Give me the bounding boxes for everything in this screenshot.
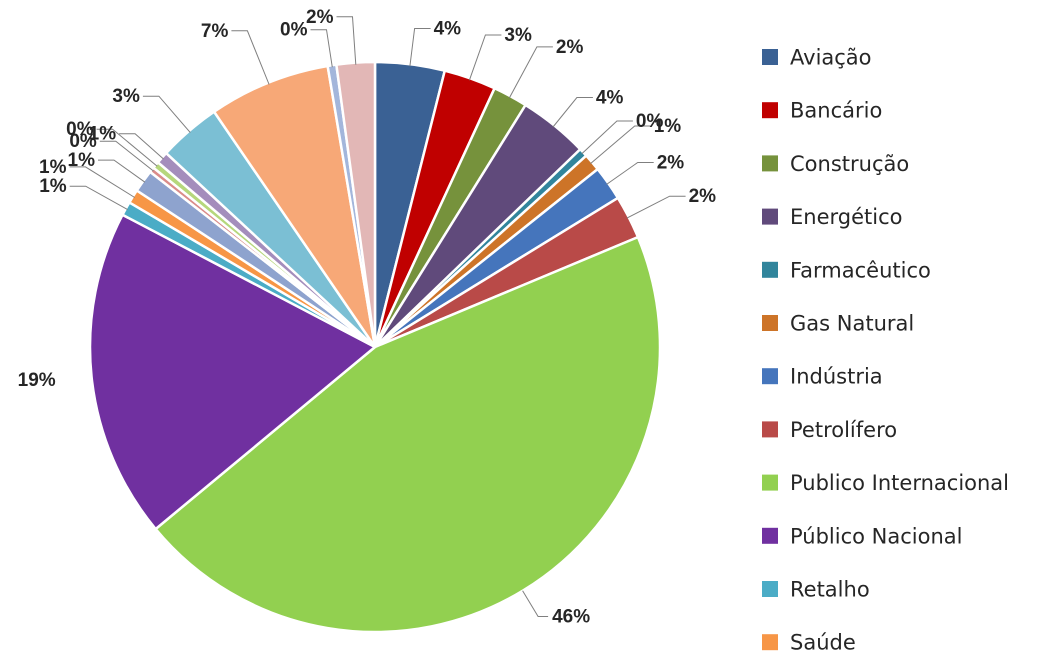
data-label: 46% — [552, 607, 590, 628]
leader-line — [231, 30, 270, 85]
leader-line — [409, 28, 431, 67]
leader-lines — [69, 16, 686, 617]
data-label: 3% — [504, 25, 532, 46]
leader-line — [552, 97, 593, 128]
legend-swatch — [762, 102, 778, 119]
legend-item: Energético — [762, 205, 902, 229]
legend-swatch — [762, 49, 778, 65]
legend-swatch — [762, 474, 778, 491]
data-label: 3% — [112, 86, 140, 107]
data-label: 4% — [596, 88, 624, 109]
legend-label: Farmacêutico — [790, 258, 931, 282]
data-label: 0% — [69, 131, 97, 152]
leader-line — [98, 159, 146, 183]
data-label: 2% — [657, 153, 685, 174]
legend-label: Público Nacional — [790, 524, 963, 548]
leader-line — [606, 162, 654, 185]
legend-swatch — [762, 581, 778, 597]
legend-label: Aviação — [790, 46, 872, 70]
data-labels: 4% 3%2%4%0%1%2%2%46%19%1%1% 1%0%0%1%3%7% 0%… — [18, 7, 716, 628]
legend-item: Construção — [762, 152, 909, 176]
legend-label: Indústria — [790, 365, 883, 389]
legend-item: Público Nacional — [762, 524, 963, 548]
legend-label: Construção — [790, 152, 909, 176]
legend-label: Petrolífero — [790, 418, 897, 442]
legend-label: Energético — [790, 205, 902, 229]
leader-line — [626, 195, 686, 219]
data-label: 0% — [636, 111, 664, 132]
legend-label: Bancário — [790, 99, 882, 123]
leader-line — [119, 133, 164, 160]
data-label: 4% — [434, 19, 462, 40]
legend-item: Farmacêutico — [762, 258, 931, 282]
leader-line — [142, 95, 191, 133]
pie-slice-10 — [88, 213, 378, 531]
data-label: 7% — [201, 21, 229, 42]
leader-line — [69, 166, 135, 198]
data-label: 1% — [39, 176, 67, 197]
leader-line — [522, 590, 549, 617]
data-label: 0% — [280, 20, 308, 41]
legend-swatch — [762, 421, 778, 438]
data-label: 2% — [556, 37, 584, 58]
legend-swatch — [762, 368, 778, 385]
data-label: 2% — [306, 7, 334, 28]
data-label: 1% — [654, 116, 682, 137]
legend-label: Retalho — [790, 578, 870, 602]
leader-line — [590, 125, 651, 164]
legend-item: Aviação — [762, 46, 872, 70]
leader-line — [69, 185, 128, 211]
legend: Aviação Bancário Construção Energético Farma… — [762, 46, 1009, 655]
leader-line — [581, 120, 633, 155]
legend-swatch — [762, 261, 778, 278]
legend-item: Petrolífero — [762, 418, 897, 442]
legend-item: Saúde — [762, 631, 856, 655]
leader-line — [310, 29, 333, 68]
leader-line — [508, 46, 553, 99]
data-label: 1% — [39, 157, 67, 178]
data-label: 19% — [18, 370, 56, 391]
leader-line — [99, 140, 154, 172]
leader-line — [96, 128, 158, 167]
legend-swatch — [762, 208, 778, 225]
legend-item: Publico Internacional — [762, 471, 1009, 495]
legend-swatch — [762, 634, 778, 651]
legend-item: Gas Natural — [762, 312, 914, 336]
legend-item: Retalho — [762, 578, 870, 602]
legend-swatch — [762, 527, 778, 544]
legend-label: Saúde — [790, 631, 856, 655]
legend-label: Gas Natural — [790, 312, 914, 336]
leader-line — [468, 34, 502, 81]
leader-line — [336, 16, 357, 65]
legend-item: Bancário — [762, 99, 882, 123]
legend-swatch — [762, 155, 778, 172]
legend-swatch — [762, 315, 778, 331]
data-label: 1% — [89, 124, 117, 145]
legend-label: Publico Internacional — [790, 471, 1009, 495]
data-label: 2% — [689, 186, 717, 207]
data-label: 1% — [68, 150, 96, 171]
pie-slices — [88, 60, 662, 634]
data-label: 0% — [66, 119, 94, 140]
legend-item: Indústria — [762, 365, 883, 389]
